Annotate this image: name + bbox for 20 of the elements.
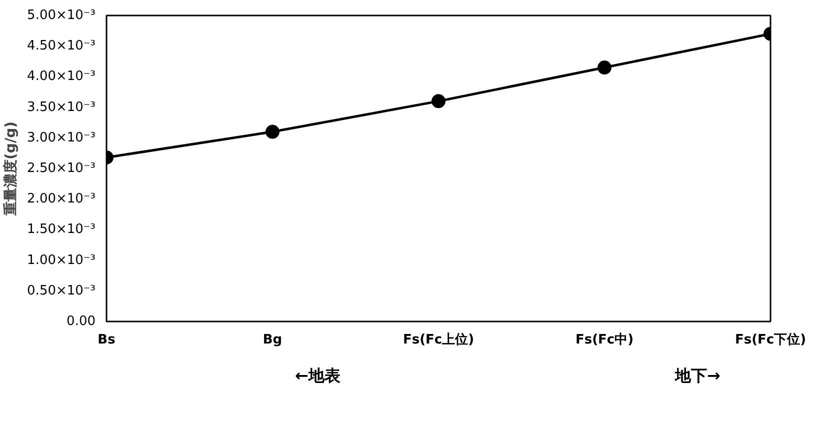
y-tick-label: 1.00×10⁻³ [27,252,96,268]
y-tick-label: 4.00×10⁻³ [27,69,96,84]
y-axis-title: 重量濃度(g/g) [2,122,20,216]
y-tick-label: 0.00 [66,314,96,329]
text: 地下→ [675,365,720,387]
y-tick-label: 0.50×10⁻³ [27,283,96,298]
point [432,94,446,108]
y-tick-label: 3.00×10⁻³ [27,130,96,146]
x-tick-label: Bg [262,332,282,348]
x-tick-label: Bs [98,332,116,348]
y-tick-label: 4.50×10⁻³ [27,38,96,54]
y-tick-label: 5.00×10⁻³ [27,8,96,23]
y-tick-label: 2.50×10⁻³ [27,161,96,176]
y-tick-label: 2.00×10⁻³ [27,192,96,207]
y-tick-label: 3.50×10⁻³ [27,100,96,115]
x-tick-label: Fs(Fc上位) [402,332,474,348]
text: ←地表 [295,365,340,387]
x-tick-label: Fs(Fc下位) [734,332,806,348]
x-tick-label: Fs(Fc中) [575,332,634,348]
y-tick-label: 1.50×10⁻³ [27,222,96,238]
